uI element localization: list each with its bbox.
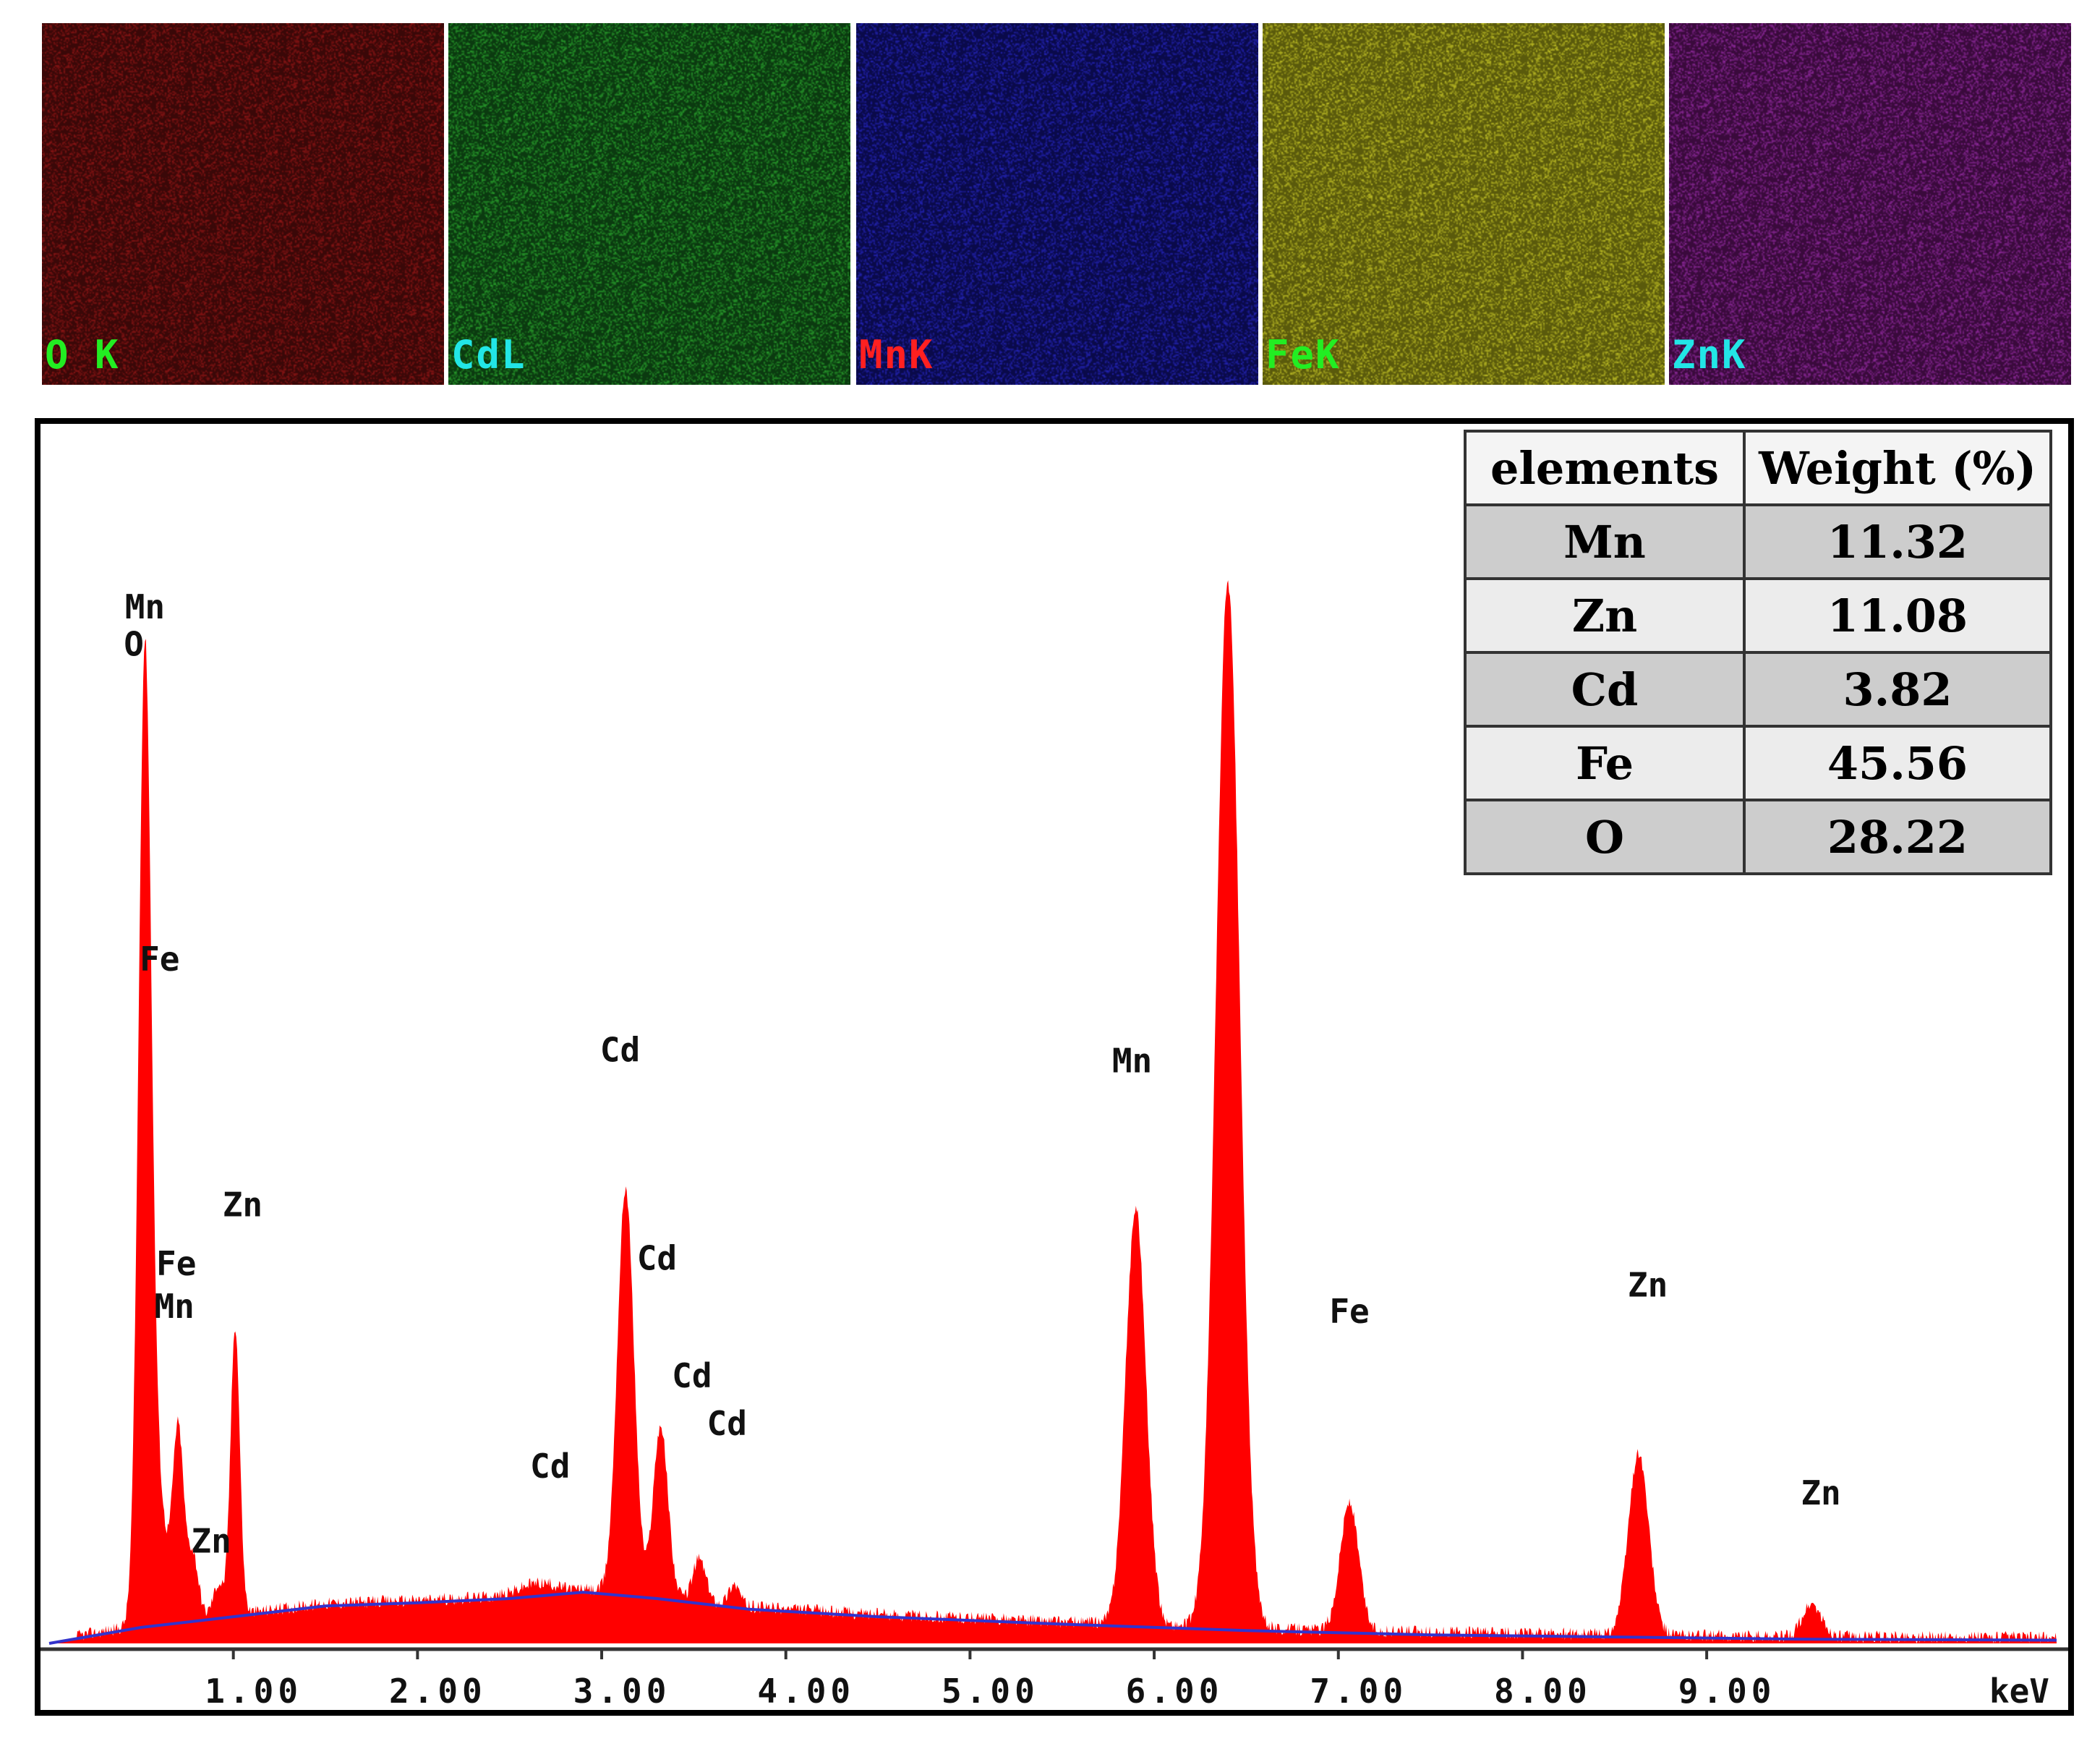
peak-label: Cd [672, 1356, 712, 1395]
table-cell-element: Fe [1464, 725, 1746, 801]
element-map-znk: ZnK [1669, 23, 2071, 385]
table-cell-weight: 11.08 [1743, 577, 2052, 654]
x-tick-label: 3.00 [573, 1672, 671, 1710]
element-map-label: CdL [451, 332, 526, 378]
table-row: Mn 11.32 [1464, 503, 2052, 580]
peak-label: Cd [707, 1404, 747, 1443]
element-map-mnk: MnK [856, 23, 1258, 385]
background-fit-line [48, 1591, 2057, 1645]
element-map-label: FeK [1265, 332, 1341, 378]
peak-label: Mn [125, 587, 165, 626]
table-row: Cd 3.82 [1464, 651, 2052, 728]
element-map-noise [1669, 23, 2071, 385]
x-tick-label: 5.00 [942, 1672, 1039, 1710]
x-tick-label: 1.00 [205, 1672, 302, 1710]
table-header-weight: Weight (%) [1743, 430, 2052, 506]
element-map-label: MnK [859, 332, 934, 378]
element-map-ok: O K [42, 23, 444, 385]
table-cell-element: Cd [1464, 651, 1746, 728]
element-map-label: ZnK [1672, 332, 1747, 378]
peak-label: Fe [156, 1244, 196, 1283]
x-axis-unit-label: keV [1989, 1672, 2049, 1710]
table-header-elements: elements [1464, 430, 1746, 506]
eds-spectrum: 1.00 2.00 3.00 4.00 5.00 6.00 7.00 8.00 9.00 keV M… [40, 580, 2068, 1710]
table-cell-element: O [1464, 799, 1746, 875]
element-map-noise [856, 23, 1258, 385]
table-cell-element: Mn [1464, 503, 1746, 580]
weight-table: elements Weight (%) Mn 11.32 Zn 11.08 Cd… [1464, 430, 2052, 875]
peak-label: Zn [223, 1186, 262, 1225]
table-cell-weight: 45.56 [1743, 725, 2052, 801]
peak-label: Zn [191, 1522, 231, 1561]
peak-label: Zn [1801, 1473, 1840, 1512]
x-tick-label: 9.00 [1678, 1672, 1776, 1710]
table-cell-weight: 28.22 [1743, 799, 2052, 875]
peak-label: Zn [1628, 1265, 1668, 1304]
peak-label: Mn [154, 1287, 194, 1326]
element-map-fek: FeK [1263, 23, 1665, 385]
element-map-label: O K [45, 332, 120, 378]
table-cell-weight: 3.82 [1743, 651, 2052, 728]
table-cell-weight: 11.32 [1743, 503, 2052, 580]
table-row: O 28.22 [1464, 799, 2052, 875]
element-map-noise [42, 23, 444, 385]
x-tick-label: 7.00 [1310, 1672, 1407, 1710]
element-map-noise [1263, 23, 1665, 385]
x-tick-label: 6.00 [1126, 1672, 1224, 1710]
x-tick-label: 8.00 [1494, 1672, 1592, 1710]
x-tick-label: 4.00 [757, 1672, 855, 1710]
table-header-row: elements Weight (%) [1464, 430, 2052, 506]
x-tick-label: 2.00 [389, 1672, 487, 1710]
peak-label: Cd [637, 1238, 677, 1277]
element-map-cdl: CdL [448, 23, 850, 385]
peak-label: O [124, 625, 144, 664]
peak-label: Cd [600, 1031, 640, 1070]
table-row: Fe 45.56 [1464, 725, 2052, 801]
element-map-noise [448, 23, 850, 385]
table-cell-element: Zn [1464, 577, 1746, 654]
peak-label: Fe [1329, 1292, 1369, 1331]
peak-label: Mn [1112, 1041, 1152, 1080]
table-row: Zn 11.08 [1464, 577, 2052, 654]
peak-label: Cd [530, 1447, 570, 1486]
peak-label: Fe [140, 940, 179, 979]
